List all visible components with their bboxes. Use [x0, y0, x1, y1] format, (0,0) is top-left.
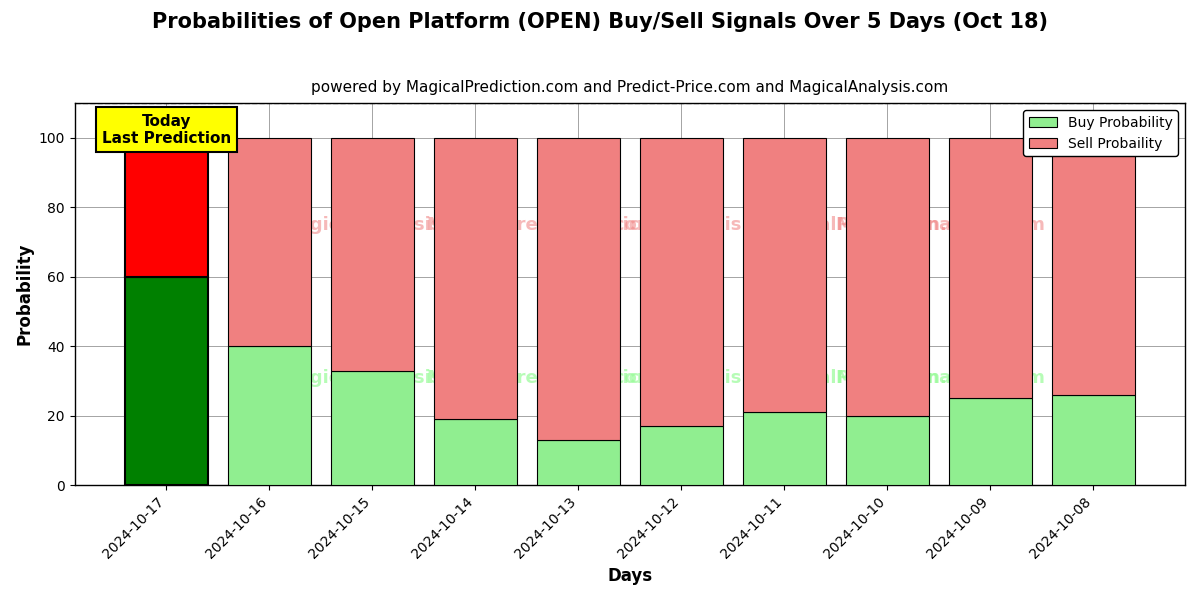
- Bar: [743, 412, 826, 485]
- Bar: [1052, 395, 1134, 485]
- Bar: [125, 138, 208, 277]
- Bar: [331, 371, 414, 485]
- Text: MagicalAnalysis.com: MagicalAnalysis.com: [281, 217, 491, 235]
- Text: MagicalPrediction.com: MagicalPrediction.com: [760, 217, 989, 235]
- Text: MagicalAnalysis.com: MagicalAnalysis.com: [835, 369, 1045, 387]
- Text: MagicalPrediction.com: MagicalPrediction.com: [426, 217, 655, 235]
- Bar: [1052, 138, 1134, 395]
- Y-axis label: Probability: Probability: [16, 243, 34, 346]
- Bar: [846, 138, 929, 416]
- X-axis label: Days: Days: [607, 567, 653, 585]
- Text: MagicalAnalysis.com: MagicalAnalysis.com: [281, 369, 491, 387]
- Bar: [228, 346, 311, 485]
- Bar: [434, 138, 516, 419]
- Bar: [538, 138, 619, 440]
- Bar: [846, 416, 929, 485]
- Text: Today
Last Prediction: Today Last Prediction: [102, 113, 230, 146]
- Bar: [538, 440, 619, 485]
- Text: MagicalAnalysis.com: MagicalAnalysis.com: [581, 217, 791, 235]
- Bar: [228, 138, 311, 346]
- Bar: [434, 419, 516, 485]
- Text: MagicalAnalysis.com: MagicalAnalysis.com: [835, 217, 1045, 235]
- Text: Probabilities of Open Platform (OPEN) Buy/Sell Signals Over 5 Days (Oct 18): Probabilities of Open Platform (OPEN) Bu…: [152, 12, 1048, 32]
- Bar: [949, 138, 1032, 398]
- Bar: [949, 398, 1032, 485]
- Title: powered by MagicalPrediction.com and Predict-Price.com and MagicalAnalysis.com: powered by MagicalPrediction.com and Pre…: [311, 80, 948, 95]
- Legend: Buy Probability, Sell Probaility: Buy Probability, Sell Probaility: [1024, 110, 1178, 156]
- Text: MagicalPrediction.com: MagicalPrediction.com: [426, 369, 655, 387]
- Bar: [125, 277, 208, 485]
- Bar: [743, 138, 826, 412]
- Bar: [640, 426, 722, 485]
- Bar: [640, 138, 722, 426]
- Bar: [331, 138, 414, 371]
- Text: MagicalPrediction.com: MagicalPrediction.com: [760, 369, 989, 387]
- Text: MagicalAnalysis.com: MagicalAnalysis.com: [581, 369, 791, 387]
